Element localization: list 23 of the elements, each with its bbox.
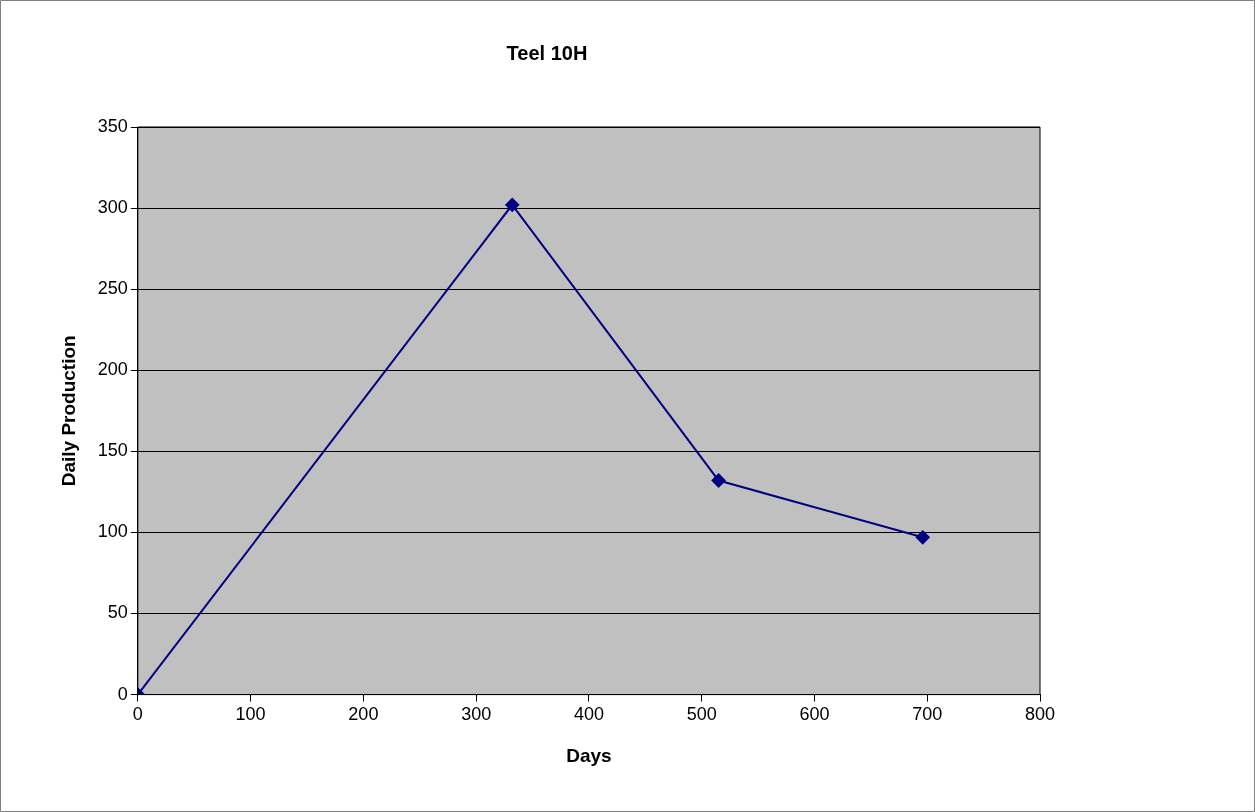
point [711,473,726,488]
x-tick-label: 800 [1024,704,1056,725]
y-tick-label: 50 [107,602,128,623]
point [915,530,930,545]
x-tick-label: 200 [348,704,379,725]
y-axis-title: Daily Production [57,335,79,487]
y-tick-label: 200 [97,359,128,380]
chart-title: Teel 10H [506,41,588,64]
point [505,197,520,212]
x-axis-title: Days [566,744,612,766]
x-tick-label: 500 [686,704,717,725]
x-tick-label: 100 [235,704,266,725]
y-tick-label: 150 [97,440,128,461]
y-tick-label: 300 [97,197,128,218]
y-tick-label: 100 [97,521,128,542]
y-tick-label: 250 [97,278,128,299]
x-tick-label: 300 [461,704,492,725]
x-tick-label: 600 [799,704,830,725]
x-tick-label: 0 [132,704,143,725]
y-tick-label: 0 [117,683,128,704]
x-tick-label: 700 [912,704,943,725]
x-tick-label: 400 [573,704,604,725]
y-tick-label: 350 [97,115,128,136]
